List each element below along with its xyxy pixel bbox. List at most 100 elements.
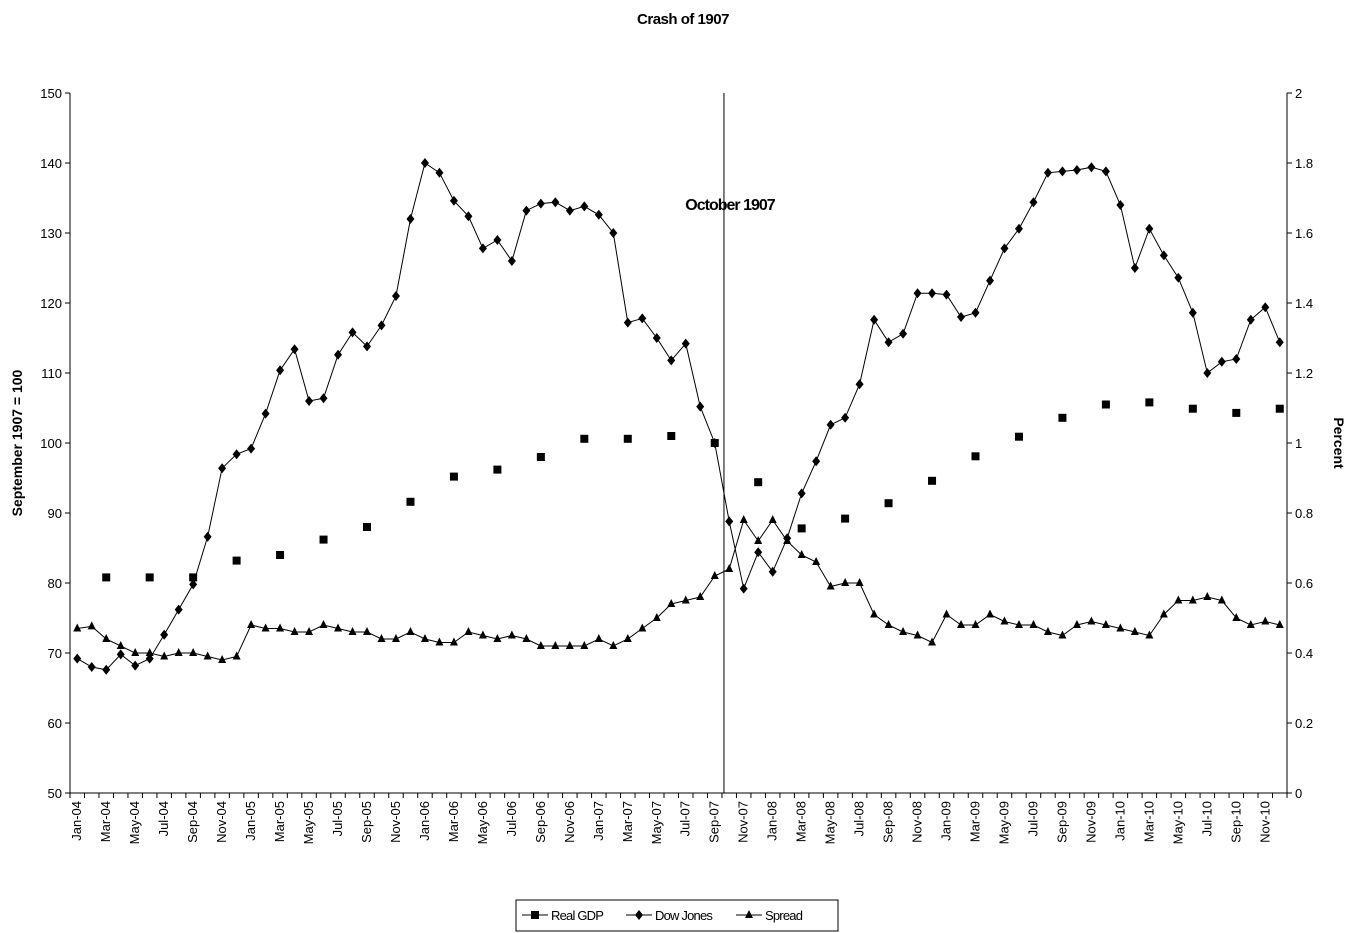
marker: [160, 629, 169, 640]
marker: [1261, 302, 1270, 313]
marker: [594, 209, 603, 220]
marker: [189, 579, 198, 590]
marker: [855, 379, 864, 390]
marker: [1275, 620, 1284, 628]
marker: [1029, 197, 1038, 208]
y2-tick-label: 0.8: [1295, 506, 1313, 521]
x-tick-label: May-07: [649, 801, 664, 844]
marker: [971, 452, 980, 461]
y-tick-label: 140: [40, 156, 62, 171]
y-tick-label: 130: [40, 226, 62, 241]
marker: [145, 653, 154, 664]
marker: [580, 201, 589, 212]
marker: [1014, 432, 1023, 441]
marker: [551, 197, 560, 208]
marker: [363, 341, 372, 352]
marker: [536, 641, 545, 649]
marker: [580, 641, 589, 649]
marker: [377, 320, 386, 331]
x-tick-label: Mar-08: [794, 801, 809, 842]
y2-tick-label: 1: [1295, 436, 1302, 451]
marker: [531, 911, 539, 919]
x-tick-label: May-08: [823, 801, 838, 844]
marker: [913, 630, 922, 639]
marker: [899, 328, 908, 339]
x-tick-label: Nov-06: [562, 801, 577, 843]
y-tick-label: 120: [40, 296, 62, 311]
marker: [522, 634, 531, 642]
marker: [232, 449, 241, 460]
x-tick-label: Sep-05: [359, 801, 374, 843]
marker: [493, 235, 502, 245]
marker: [1014, 223, 1023, 234]
marker: [565, 641, 574, 649]
x-tick-label: Jan-04: [69, 801, 84, 841]
marker: [391, 291, 400, 301]
marker: [928, 476, 937, 485]
marker: [870, 314, 879, 325]
marker: [623, 317, 632, 328]
marker: [623, 434, 632, 443]
legend-label: Real GDP: [551, 908, 603, 923]
marker: [507, 630, 516, 639]
marker: [276, 551, 285, 559]
y-tick-label: 70: [48, 646, 62, 661]
marker: [696, 592, 705, 600]
marker: [1188, 595, 1197, 604]
marker: [102, 573, 111, 582]
marker: [826, 419, 835, 430]
legend-label: Spread: [765, 908, 803, 923]
marker: [1174, 595, 1183, 604]
marker: [131, 660, 140, 671]
y2-tick-label: 1.8: [1295, 156, 1313, 171]
marker: [1014, 620, 1023, 628]
y2-tick-label: 2: [1295, 86, 1302, 101]
x-tick-label: Mar-04: [98, 801, 113, 842]
marker: [449, 195, 458, 206]
x-tick-label: Nov-05: [388, 801, 403, 843]
marker: [420, 634, 429, 642]
marker: [493, 634, 502, 642]
y-tick-label: 150: [40, 86, 62, 101]
marker: [1174, 272, 1183, 283]
marker: [290, 627, 299, 635]
marker: [812, 456, 821, 467]
marker: [609, 641, 618, 649]
marker: [363, 627, 372, 635]
marker: [942, 609, 951, 618]
y2-tick-label: 0.2: [1295, 716, 1313, 731]
marker: [218, 655, 227, 663]
marker: [536, 198, 545, 209]
x-tick-label: Jul-10: [1199, 801, 1214, 836]
marker: [261, 408, 270, 419]
marker: [1043, 167, 1052, 178]
marker: [449, 472, 458, 481]
marker: [406, 497, 415, 506]
x-tick-label: Nov-04: [214, 801, 229, 843]
marker: [971, 307, 980, 318]
marker: [1203, 592, 1212, 600]
marker: [1145, 223, 1154, 234]
marker: [102, 664, 111, 675]
marker: [710, 571, 719, 579]
marker: [391, 634, 400, 642]
marker: [232, 651, 241, 660]
y2-tick-label: 0: [1295, 786, 1302, 801]
x-tick-label: Nov-07: [736, 801, 751, 843]
marker: [1087, 616, 1096, 625]
marker: [261, 623, 270, 632]
marker: [1000, 616, 1009, 625]
marker: [203, 651, 212, 660]
marker: [247, 620, 256, 628]
marker: [884, 499, 893, 508]
x-tick-label: May-05: [301, 801, 316, 844]
x-tick-label: Jul-08: [852, 801, 867, 836]
marker: [73, 653, 82, 664]
marker: [1246, 620, 1255, 628]
x-tick-label: May-10: [1170, 801, 1185, 844]
marker: [652, 613, 661, 621]
marker: [1217, 595, 1226, 604]
x-tick-label: Mar-05: [272, 801, 287, 842]
x-tick-label: Jan-05: [243, 801, 258, 841]
x-tick-label: Jul-07: [678, 801, 693, 836]
